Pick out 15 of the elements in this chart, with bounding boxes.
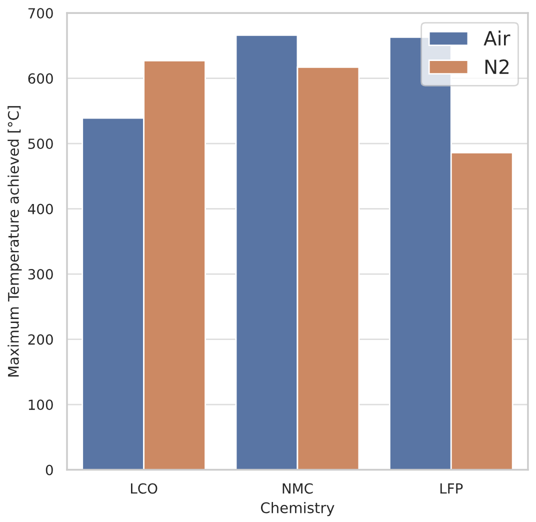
legend-label: Air — [484, 30, 510, 46]
x-tick-label: LCO — [131, 483, 158, 494]
y-tick-label: 200 — [28, 334, 53, 345]
x-axis-title: Chemistry — [261, 502, 334, 516]
y-tick-label: 400 — [28, 204, 53, 214]
x-tick-label: LFP — [440, 483, 463, 494]
y-axis-title: Maximum Temperature achieved [°C] — [8, 106, 22, 377]
y-tick-label: 300 — [28, 269, 53, 280]
legend-label: N2 — [485, 59, 509, 74]
y-tick-label: 100 — [28, 400, 53, 410]
y-tick-label: 0 — [46, 464, 53, 476]
x-tick-label: NMC — [282, 483, 313, 494]
y-tick-label: 500 — [28, 138, 53, 150]
y-tick-label: 600 — [28, 73, 53, 84]
y-tick-label: 700 — [28, 8, 53, 19]
